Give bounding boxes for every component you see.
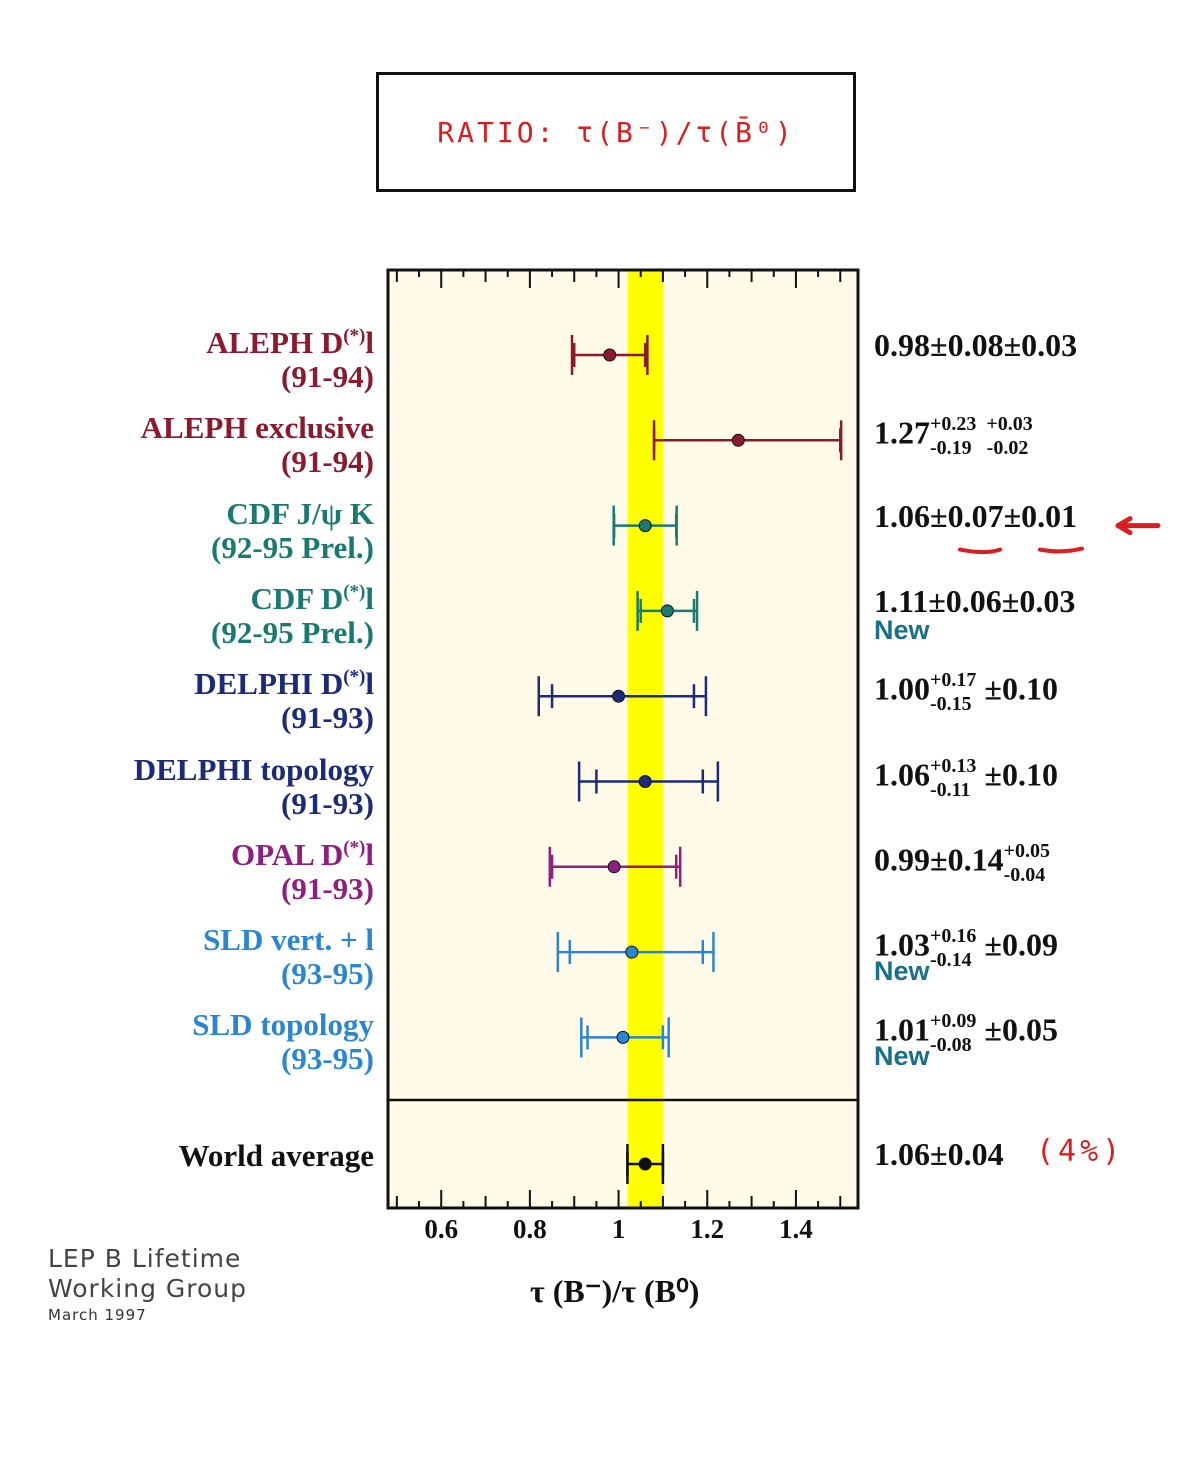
credit-line-3: March 1997	[48, 1306, 147, 1324]
measurement-period: (91-94)	[281, 444, 374, 480]
measurement-period: (93-95)	[281, 956, 374, 992]
measurement-result: 1.00 +0.17 -0.15 ±0.10	[874, 669, 1058, 716]
red-underline-syst	[1038, 546, 1084, 554]
measurement-label: SLD vert. + l	[203, 922, 374, 958]
measurement-label: CDF J/ψ K	[226, 495, 374, 531]
new-badge: New	[874, 1041, 930, 1072]
measurement-result: 1.27 +0.23 +0.03 -0.19 -0.02	[874, 413, 1033, 460]
measurement-label: SLD topology	[192, 1007, 374, 1043]
title-box: RATIO: τ(B⁻)/τ(B̄⁰)	[376, 72, 856, 192]
plot-frame	[386, 268, 860, 1210]
plot-background	[388, 270, 858, 1208]
measurement-result: 1.01 +0.09 -0.08 ±0.05	[874, 1010, 1058, 1057]
world-average-label: World average	[178, 1138, 374, 1173]
measurement-result: 1.06±0.07±0.01	[874, 497, 1078, 534]
measurement-label: CDF D(*)l	[250, 580, 374, 616]
measurement-period: (91-93)	[281, 700, 374, 736]
measurement-8-point	[616, 1030, 630, 1044]
measurement-label: ALEPH D(*)l	[206, 325, 374, 360]
world-average-band	[627, 270, 663, 1208]
credit-line-1: LEP B Lifetime	[48, 1244, 242, 1273]
measurement-6-point	[607, 860, 621, 874]
measurement-result: 0.98±0.08±0.03	[874, 327, 1078, 363]
measurement-label: OPAL D(*)l	[230, 836, 374, 872]
x-tick-label: 0.6	[424, 1214, 459, 1244]
measurement-2-point	[638, 519, 652, 533]
measurement-period: (93-95)	[281, 1041, 374, 1077]
red-arrow	[1115, 516, 1161, 536]
measurement-result: 1.11±0.06±0.03	[874, 582, 1076, 619]
measurement-label: ALEPH exclusive	[140, 410, 374, 446]
x-axis-label: τ (B⁻)/τ (B⁰)	[530, 1273, 700, 1309]
x-tick-label: 0.8	[513, 1214, 547, 1244]
measurement-period: (91-93)	[281, 785, 374, 821]
measurement-result: 0.99±0.14 +0.05 -0.04	[874, 839, 1050, 886]
measurement-period: (91-93)	[281, 870, 374, 906]
precision-annotation: (4%)	[1036, 1134, 1125, 1169]
measurement-period: (92-95 Prel.)	[211, 614, 374, 650]
title-text: RATIO: τ(B⁻)/τ(B̄⁰)	[437, 115, 795, 149]
red-underline-stat	[958, 547, 1002, 555]
measurement-result: 1.03 +0.16 -0.14 ±0.09	[874, 925, 1058, 972]
measurement-5-point	[638, 775, 652, 788]
new-badge: New	[874, 956, 930, 987]
x-tick-label: 1.2	[690, 1214, 725, 1244]
measurement-4-point	[612, 689, 626, 703]
world-average-point	[638, 1157, 652, 1171]
world-average-result: 1.06±0.04	[874, 1136, 1004, 1172]
measurement-label: DELPHI topology	[133, 751, 374, 787]
measurement-1-point	[731, 433, 745, 447]
x-tick-label: 1.4	[779, 1214, 813, 1244]
measurement-label: DELPHI D(*)l	[194, 666, 374, 702]
measurement-7-point	[625, 945, 639, 959]
measurement-period: (92-95 Prel.)	[211, 529, 374, 565]
measurement-3-point	[660, 604, 674, 618]
measurement-result: 1.06 +0.13 -0.11 ±0.10	[874, 754, 1058, 801]
credit-line-2: Working Group	[48, 1274, 248, 1303]
measurement-0-point	[603, 348, 617, 362]
new-badge: New	[874, 614, 930, 645]
x-tick-label: 1	[611, 1214, 626, 1244]
measurement-period: (91-94)	[281, 359, 374, 394]
